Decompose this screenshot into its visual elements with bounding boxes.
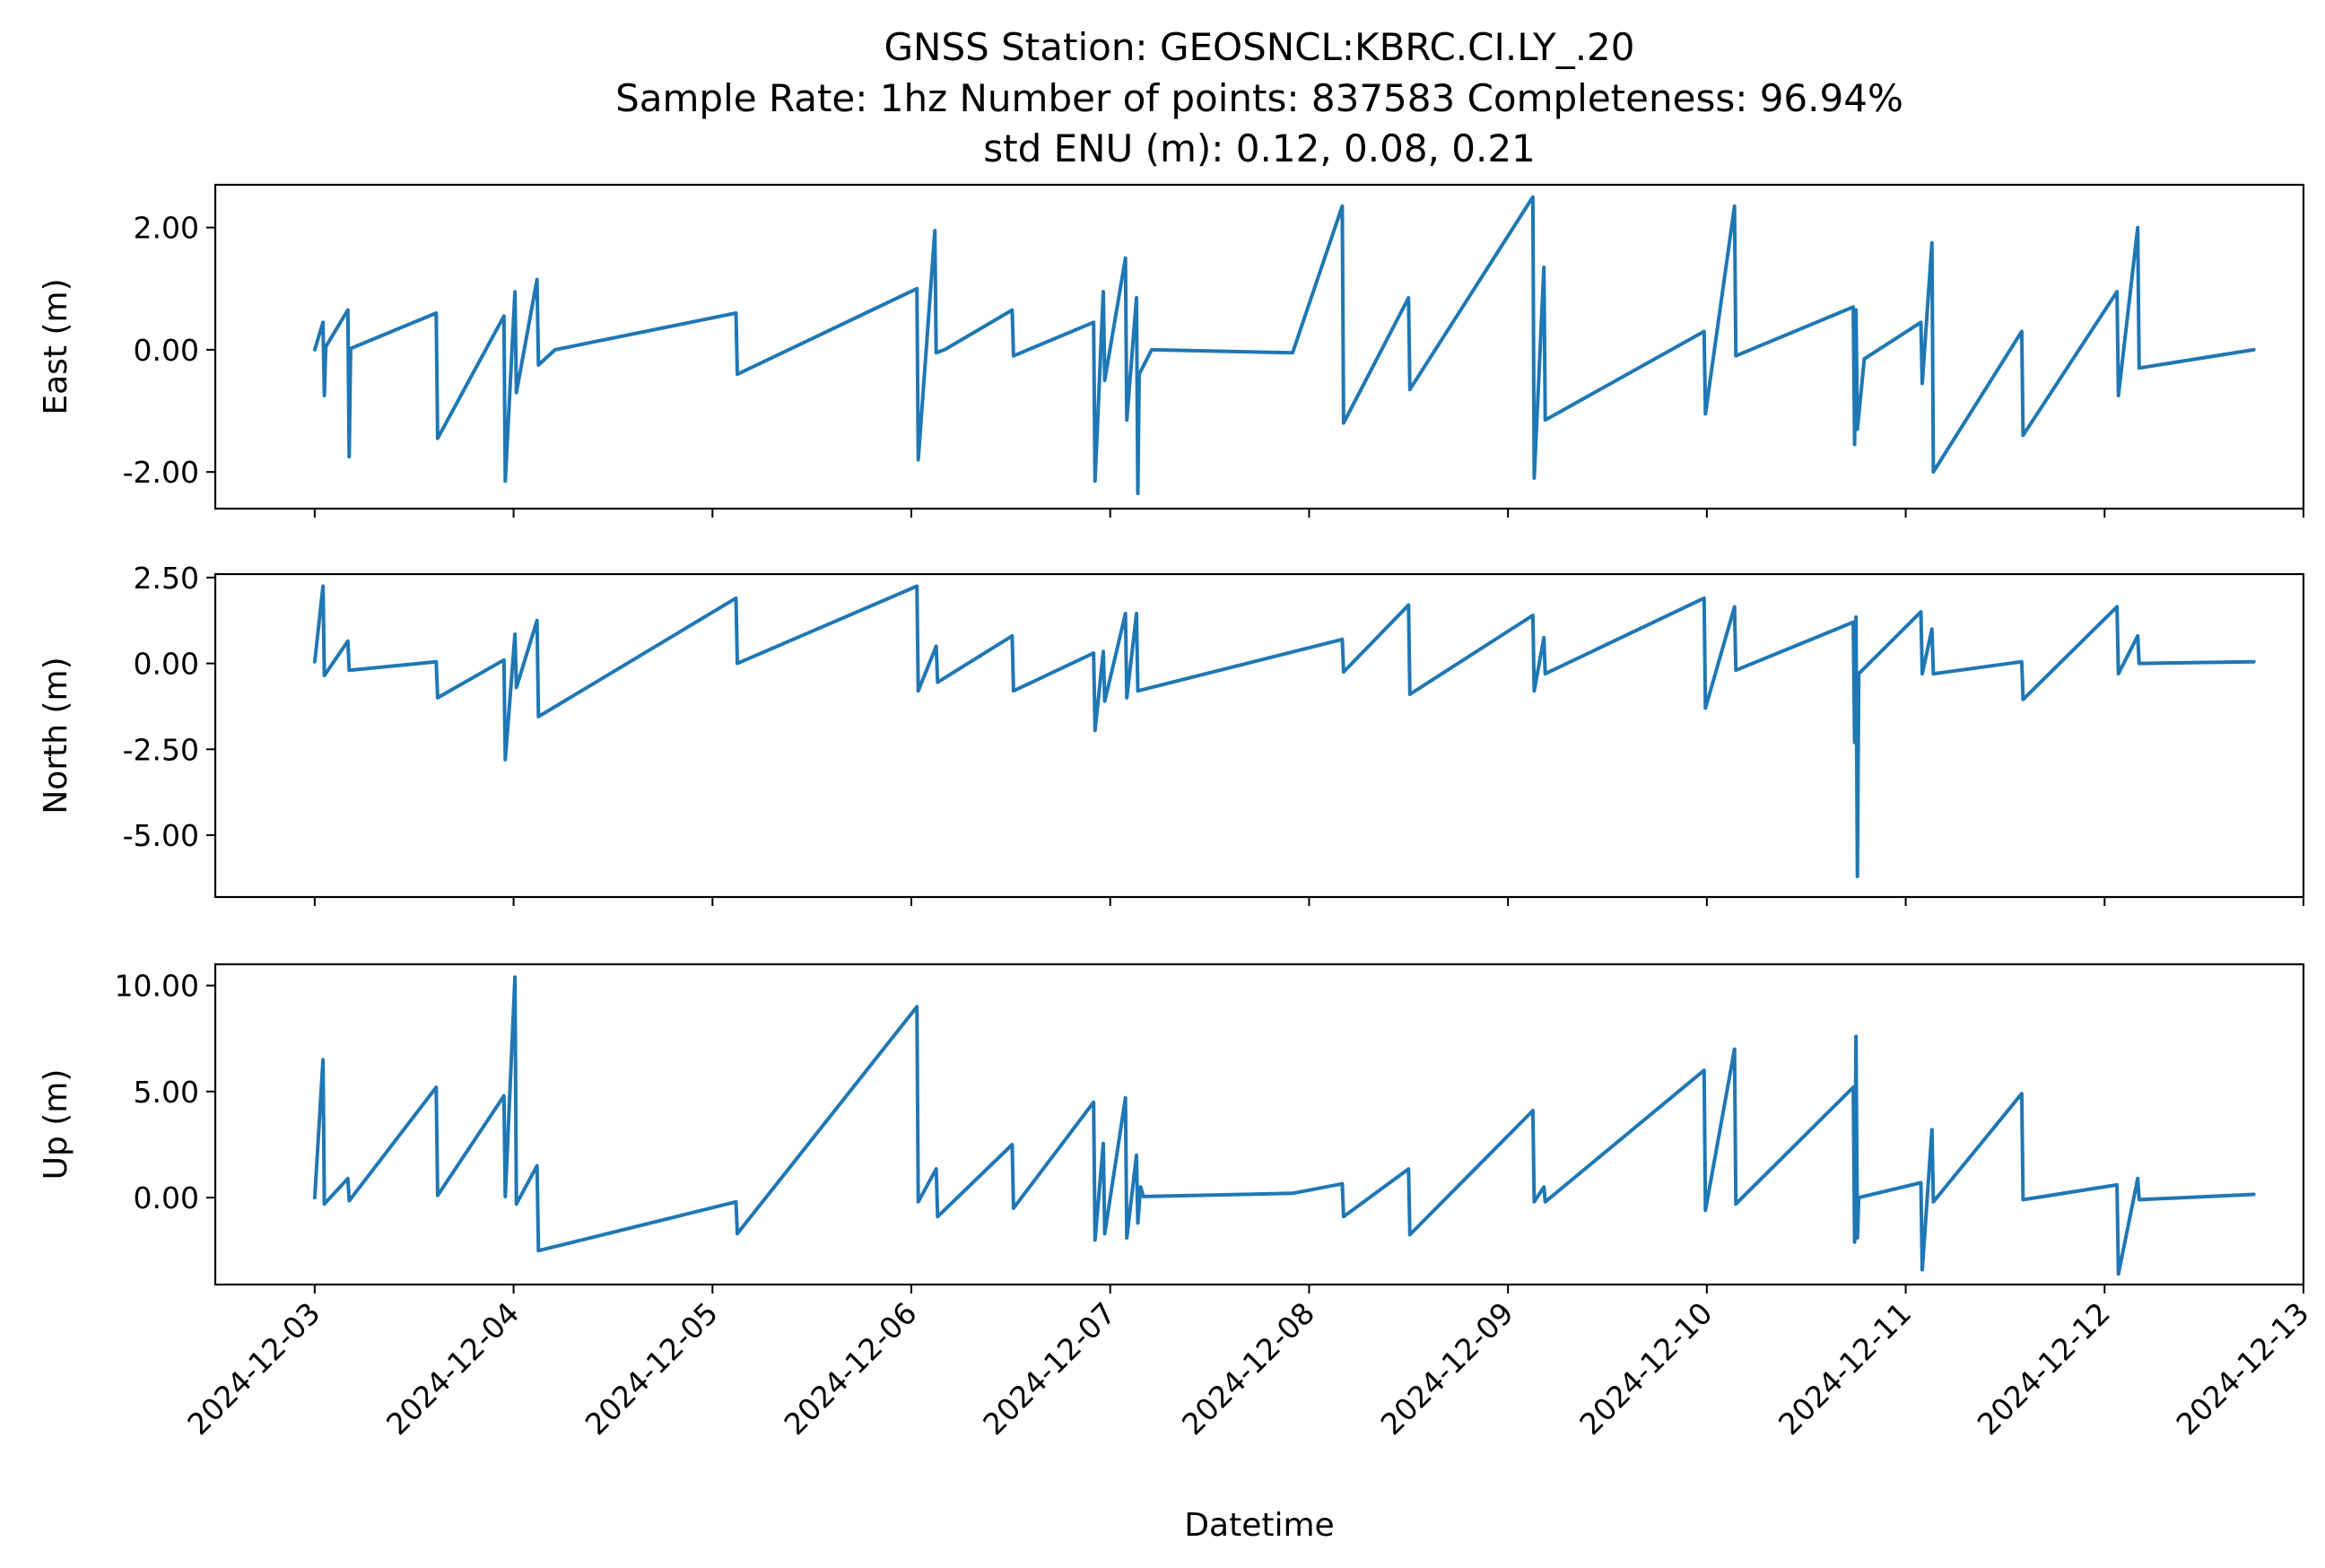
x-axis-label: Datetime <box>1184 1507 1334 1544</box>
y-tick-label-1-0: -2.00 <box>123 455 199 490</box>
series-line-3 <box>312 975 2256 1276</box>
y-tick-label-2-1: -2.50 <box>123 732 199 767</box>
chart-title-sample-rate: Sample Rate: 1hz Number of points: 83758… <box>615 76 1903 120</box>
subplot-3: 0.00 5.00 10.00 Up (m) <box>38 963 2305 1294</box>
y-tick-label-2-0: -5.00 <box>123 818 199 853</box>
y-tick-label-3-0: 0.00 <box>134 1180 199 1215</box>
y-tick-label-3-1: 5.00 <box>134 1075 199 1110</box>
subplot-2: -5.00 -2.50 0.00 2.50 North (m) <box>38 561 2305 906</box>
plot-frame-2 <box>213 572 2305 899</box>
y-axis-label-3: Up (m) <box>38 1069 74 1180</box>
subplot-1: -2.00 0.00 2.00 East (m) <box>38 183 2305 518</box>
y-tick-label-1-2: 2.00 <box>134 211 199 246</box>
y-tick-label-2-3: 2.50 <box>134 561 199 596</box>
series-line-2 <box>312 584 2256 878</box>
plot-frame-3 <box>213 963 2305 1286</box>
y-tick-label-1-1: 0.00 <box>134 333 199 368</box>
chart-title-station: GNSS Station: GEOSNCL:KBRC.CI.LY_.20 <box>884 25 1634 69</box>
chart-title-std-enu: std ENU (m): 0.12, 0.08, 0.21 <box>983 126 1536 170</box>
y-axis-label-2: North (m) <box>38 657 74 814</box>
y-axis-label-1: East (m) <box>38 278 74 414</box>
series-line-1 <box>312 195 2256 495</box>
y-tick-label-3-2: 10.00 <box>115 969 199 1004</box>
y-tick-label-2-2: 0.00 <box>134 647 199 682</box>
plot-frame-1 <box>213 183 2305 510</box>
